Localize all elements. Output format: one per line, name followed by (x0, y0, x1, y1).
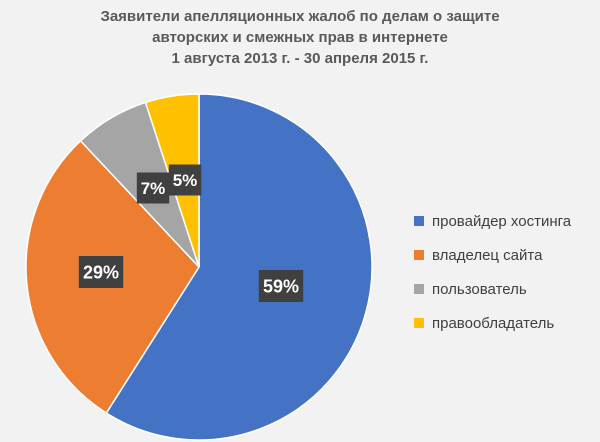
data-label-text-rightholder: 5% (173, 171, 198, 190)
data-label-rightholder: 5% (168, 164, 202, 196)
legend-item-user: пользователь (414, 272, 571, 306)
data-label-box-site-owner (78, 256, 124, 288)
data-label-site-owner: 29% (78, 256, 124, 288)
data-label-box-rightholder (168, 164, 202, 196)
data-label-text-site-owner: 29% (83, 262, 119, 282)
legend-swatch-user (414, 284, 424, 294)
data-label-box-user (136, 172, 170, 204)
data-label-box-hosting-provider (258, 270, 304, 302)
legend-label-user: пользователь (432, 280, 527, 298)
legend-label-site-owner: владелец сайта (432, 246, 543, 264)
legend-swatch-site-owner (414, 250, 424, 260)
data-label-hosting-provider: 59% (258, 270, 304, 302)
legend-label-rightholder: правообладатель (432, 314, 555, 332)
chart-title-line-3: 1 августа 2013 г. - 30 апреля 2015 г. (171, 50, 429, 67)
legend-swatch-rightholder (414, 318, 424, 328)
chart-title-line-2: авторских и смежных прав в интернете (152, 29, 448, 46)
chart-title-line-1: Заявители апелляционных жалоб по делам о… (100, 8, 500, 25)
legend-item-site-owner: владелец сайта (414, 238, 571, 272)
legend-label-hosting-provider: провайдер хостинга (432, 212, 572, 230)
chart-title: Заявители апелляционных жалоб по делам о… (40, 6, 560, 69)
legend-item-hosting-provider: провайдер хостинга (414, 204, 571, 238)
data-label-text-user: 7% (141, 179, 166, 198)
data-label-text-hosting-provider: 59% (263, 276, 299, 296)
legend-swatch-hosting-provider (414, 216, 424, 226)
legend: провайдер хостинга владелец сайта пользо… (414, 204, 571, 340)
legend-item-rightholder: правообладатель (414, 306, 571, 340)
data-label-user: 7% (136, 172, 170, 204)
pie-slice-hosting-provider (105, 93, 373, 441)
